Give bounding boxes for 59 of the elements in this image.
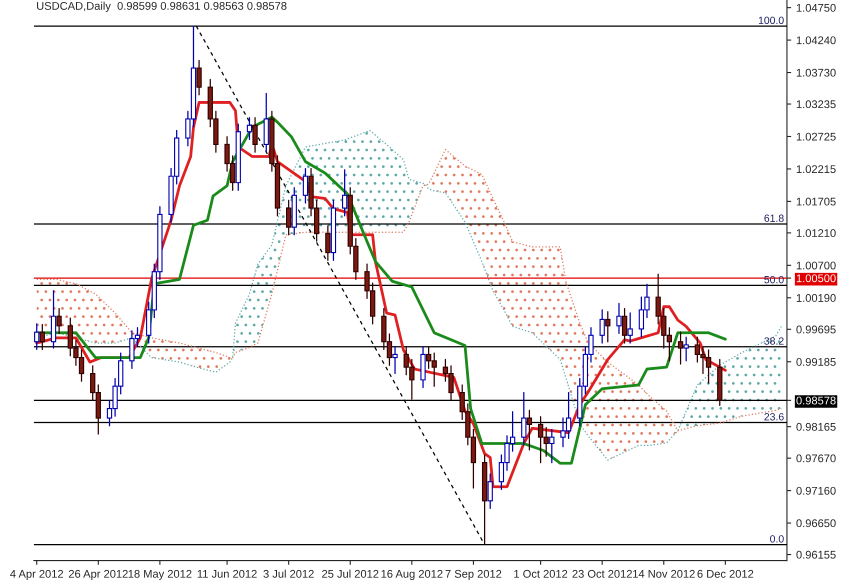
candlestick — [628, 312, 633, 344]
annotation: 38.2 — [764, 337, 784, 345]
y-tick-label: 1.02215 — [796, 165, 836, 174]
y-tick-label: 0.97670 — [796, 454, 836, 462]
chart-title: USDCAD,Daily 0.98599 0.98631 0.98563 0.98578 — [37, 2, 286, 12]
y-tick-label: 1.00500 — [796, 274, 836, 282]
x-tick-label: 1 Oct 2012 — [514, 570, 568, 578]
y-tick-label: 0.96650 — [796, 519, 836, 528]
candlestick — [34, 323, 40, 350]
candlestick — [246, 117, 252, 140]
y-tick-label: 1.04240 — [796, 36, 836, 44]
candlestick — [196, 60, 202, 96]
candlestick — [684, 336, 689, 362]
candlestick — [622, 308, 628, 344]
y-tick-label: 0.99695 — [796, 326, 836, 334]
candlestick — [342, 169, 348, 216]
candlestick — [325, 225, 331, 261]
y-tick-label: 0.97160 — [796, 486, 836, 495]
y-tick-label: 1.04750 — [796, 4, 836, 12]
x-tick-label: 25 Jul 2012 — [322, 570, 378, 578]
candlestick — [302, 168, 308, 204]
annotation: 61.8 — [764, 214, 784, 222]
annotation: 23.6 — [764, 413, 784, 420]
y-tick-label: 1.01210 — [796, 229, 836, 238]
x-tick-label: 3 Jul 2012 — [263, 570, 314, 578]
annotation: 100.0 — [758, 16, 784, 24]
candlestick — [56, 308, 62, 334]
x-tick-label: 6 Dec 2012 — [698, 570, 754, 578]
x-tick-label: 23 Oct 2012 — [572, 570, 632, 578]
y-tick-label: 0.98165 — [796, 422, 836, 431]
candlestick — [286, 200, 292, 236]
y-tick-label: 0.99185 — [796, 358, 836, 366]
y-tick-label: 1.00700 — [796, 262, 836, 270]
candlestick — [488, 473, 493, 510]
candlestick — [521, 392, 526, 446]
y-tick-label: 1.00190 — [796, 294, 836, 302]
candlestick — [392, 346, 398, 374]
y-tick-label: 1.01705 — [796, 198, 836, 206]
candlestick — [678, 332, 684, 365]
y-tick-label: 1.03235 — [796, 100, 836, 108]
y-tick-label: 1.03730 — [796, 68, 836, 77]
x-tick-label: 18 May 2012 — [128, 570, 192, 580]
candlestick — [252, 117, 258, 153]
x-tick-label: 26 Apr 2012 — [68, 570, 128, 580]
y-tick-label: 1.02725 — [796, 132, 836, 141]
candlestick — [549, 428, 554, 464]
candlestick — [600, 309, 605, 344]
candlestick — [526, 410, 532, 450]
x-tick-label: 14 Nov 2012 — [633, 570, 695, 578]
candlestick — [616, 302, 622, 334]
x-tick-label: 4 Apr 2012 — [10, 570, 64, 580]
candlestick — [605, 311, 610, 342]
x-tick-label: 11 Jun 2012 — [198, 570, 257, 578]
x-tick-label: 16 Aug 2012 — [381, 570, 442, 580]
y-tick-label: 0.98578 — [796, 396, 836, 404]
x-tick-label: 7 Sep 2012 — [446, 570, 502, 580]
annotation: 0.0 — [770, 535, 784, 543]
candlestick — [40, 324, 45, 350]
y-tick-label: 0.96155 — [796, 550, 836, 559]
